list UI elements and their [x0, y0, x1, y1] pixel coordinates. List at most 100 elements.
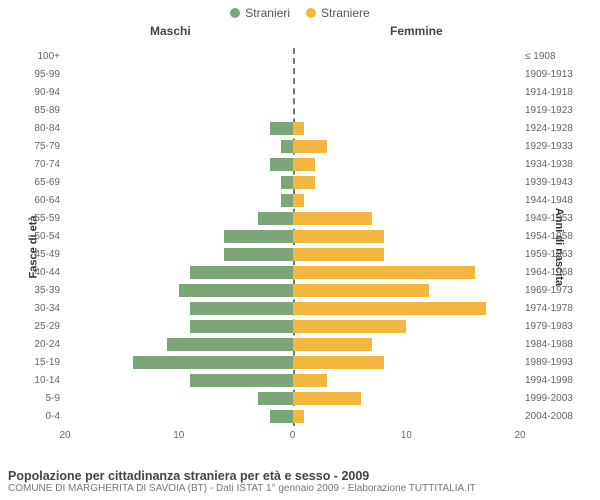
- bar-male: [179, 284, 293, 297]
- bar-male: [270, 122, 293, 135]
- pyramid-row: 50-541954-1958: [65, 228, 520, 246]
- bar-female: [293, 338, 373, 351]
- age-label: 20-24: [34, 336, 60, 353]
- pyramid-row: 75-791929-1933: [65, 138, 520, 156]
- age-label: 90-94: [34, 84, 60, 101]
- birth-year-label: 1939-1943: [525, 174, 573, 191]
- birth-year-label: 1974-1978: [525, 300, 573, 317]
- birth-year-label: 1934-1938: [525, 156, 573, 173]
- bar-female: [293, 176, 316, 189]
- pyramid-row: 65-691939-1943: [65, 174, 520, 192]
- chart-title: Popolazione per cittadinanza straniera p…: [8, 469, 592, 483]
- bar-male: [281, 194, 292, 207]
- bar-female: [293, 230, 384, 243]
- birth-year-label: ≤ 1908: [525, 48, 556, 65]
- birth-year-label: 1954-1958: [525, 228, 573, 245]
- x-tick: 10: [173, 430, 184, 441]
- pyramid-row: 10-141994-1998: [65, 372, 520, 390]
- bar-female: [293, 140, 327, 153]
- birth-year-label: 1919-1923: [525, 102, 573, 119]
- bar-male: [224, 230, 292, 243]
- x-tick: 10: [401, 430, 412, 441]
- legend-item: Stranieri: [230, 6, 290, 20]
- bar-female: [293, 122, 304, 135]
- birth-year-label: 1909-1913: [525, 66, 573, 83]
- birth-year-label: 1979-1983: [525, 318, 573, 335]
- age-label: 70-74: [34, 156, 60, 173]
- legend: Stranieri Straniere: [0, 0, 600, 24]
- bar-male: [258, 392, 292, 405]
- pyramid-row: 70-741934-1938: [65, 156, 520, 174]
- birth-year-label: 1989-1993: [525, 354, 573, 371]
- column-headers: Maschi Femmine: [0, 24, 600, 42]
- age-label: 95-99: [34, 66, 60, 83]
- legend-label: Straniere: [321, 6, 370, 20]
- bar-female: [293, 266, 475, 279]
- age-label: 5-9: [46, 390, 60, 407]
- bar-male: [270, 158, 293, 171]
- chart-subtitle: COMUNE DI MARGHERITA DI SAVOIA (BT) - Da…: [8, 483, 592, 494]
- bar-male: [281, 140, 292, 153]
- bar-female: [293, 374, 327, 387]
- plot-area: 100+≤ 190895-991909-191390-941914-191885…: [65, 48, 520, 426]
- pyramid-row: 45-491959-1963: [65, 246, 520, 264]
- age-label: 25-29: [34, 318, 60, 335]
- legend-item: Straniere: [306, 6, 370, 20]
- birth-year-label: 1914-1918: [525, 84, 573, 101]
- pyramid-row: 0-42004-2008: [65, 408, 520, 426]
- birth-year-label: 1999-2003: [525, 390, 573, 407]
- birth-year-label: 2004-2008: [525, 408, 573, 425]
- bar-male: [190, 374, 292, 387]
- birth-year-label: 1944-1948: [525, 192, 573, 209]
- pyramid-row: 95-991909-1913: [65, 66, 520, 84]
- bar-male: [190, 302, 292, 315]
- bar-male: [224, 248, 292, 261]
- birth-year-label: 1924-1928: [525, 120, 573, 137]
- birth-year-label: 1949-1953: [525, 210, 573, 227]
- bar-male: [270, 410, 293, 423]
- bar-female: [293, 284, 430, 297]
- age-label: 15-19: [34, 354, 60, 371]
- x-tick: 20: [514, 430, 525, 441]
- pyramid-row: 20-241984-1988: [65, 336, 520, 354]
- pyramid-row: 5-91999-2003: [65, 390, 520, 408]
- x-axis: 201001020: [65, 430, 520, 446]
- bar-female: [293, 248, 384, 261]
- pyramid-row: 60-641944-1948: [65, 192, 520, 210]
- pyramid-row: 85-891919-1923: [65, 102, 520, 120]
- bar-female: [293, 302, 486, 315]
- bar-male: [190, 266, 292, 279]
- bar-male: [133, 356, 292, 369]
- bar-male: [190, 320, 292, 333]
- pyramid-row: 25-291979-1983: [65, 318, 520, 336]
- pyramid-row: 90-941914-1918: [65, 84, 520, 102]
- age-label: 85-89: [34, 102, 60, 119]
- age-label: 30-34: [34, 300, 60, 317]
- age-label: 40-44: [34, 264, 60, 281]
- birth-year-label: 1929-1933: [525, 138, 573, 155]
- legend-swatch: [306, 8, 316, 18]
- birth-year-label: 1994-1998: [525, 372, 573, 389]
- age-label: 80-84: [34, 120, 60, 137]
- x-tick: 0: [290, 430, 296, 441]
- birth-year-label: 1964-1968: [525, 264, 573, 281]
- bar-male: [167, 338, 292, 351]
- pyramid-row: 35-391969-1973: [65, 282, 520, 300]
- age-label: 10-14: [34, 372, 60, 389]
- age-label: 55-59: [34, 210, 60, 227]
- x-tick: 20: [59, 430, 70, 441]
- bar-male: [281, 176, 292, 189]
- pyramid-row: 30-341974-1978: [65, 300, 520, 318]
- pyramid-row: 55-591949-1953: [65, 210, 520, 228]
- bar-female: [293, 410, 304, 423]
- age-label: 60-64: [34, 192, 60, 209]
- pyramid-row: 100+≤ 1908: [65, 48, 520, 66]
- birth-year-label: 1969-1973: [525, 282, 573, 299]
- bar-female: [293, 212, 373, 225]
- header-male: Maschi: [150, 24, 191, 38]
- age-label: 50-54: [34, 228, 60, 245]
- age-label: 65-69: [34, 174, 60, 191]
- age-label: 45-49: [34, 246, 60, 263]
- bar-female: [293, 392, 361, 405]
- bar-female: [293, 356, 384, 369]
